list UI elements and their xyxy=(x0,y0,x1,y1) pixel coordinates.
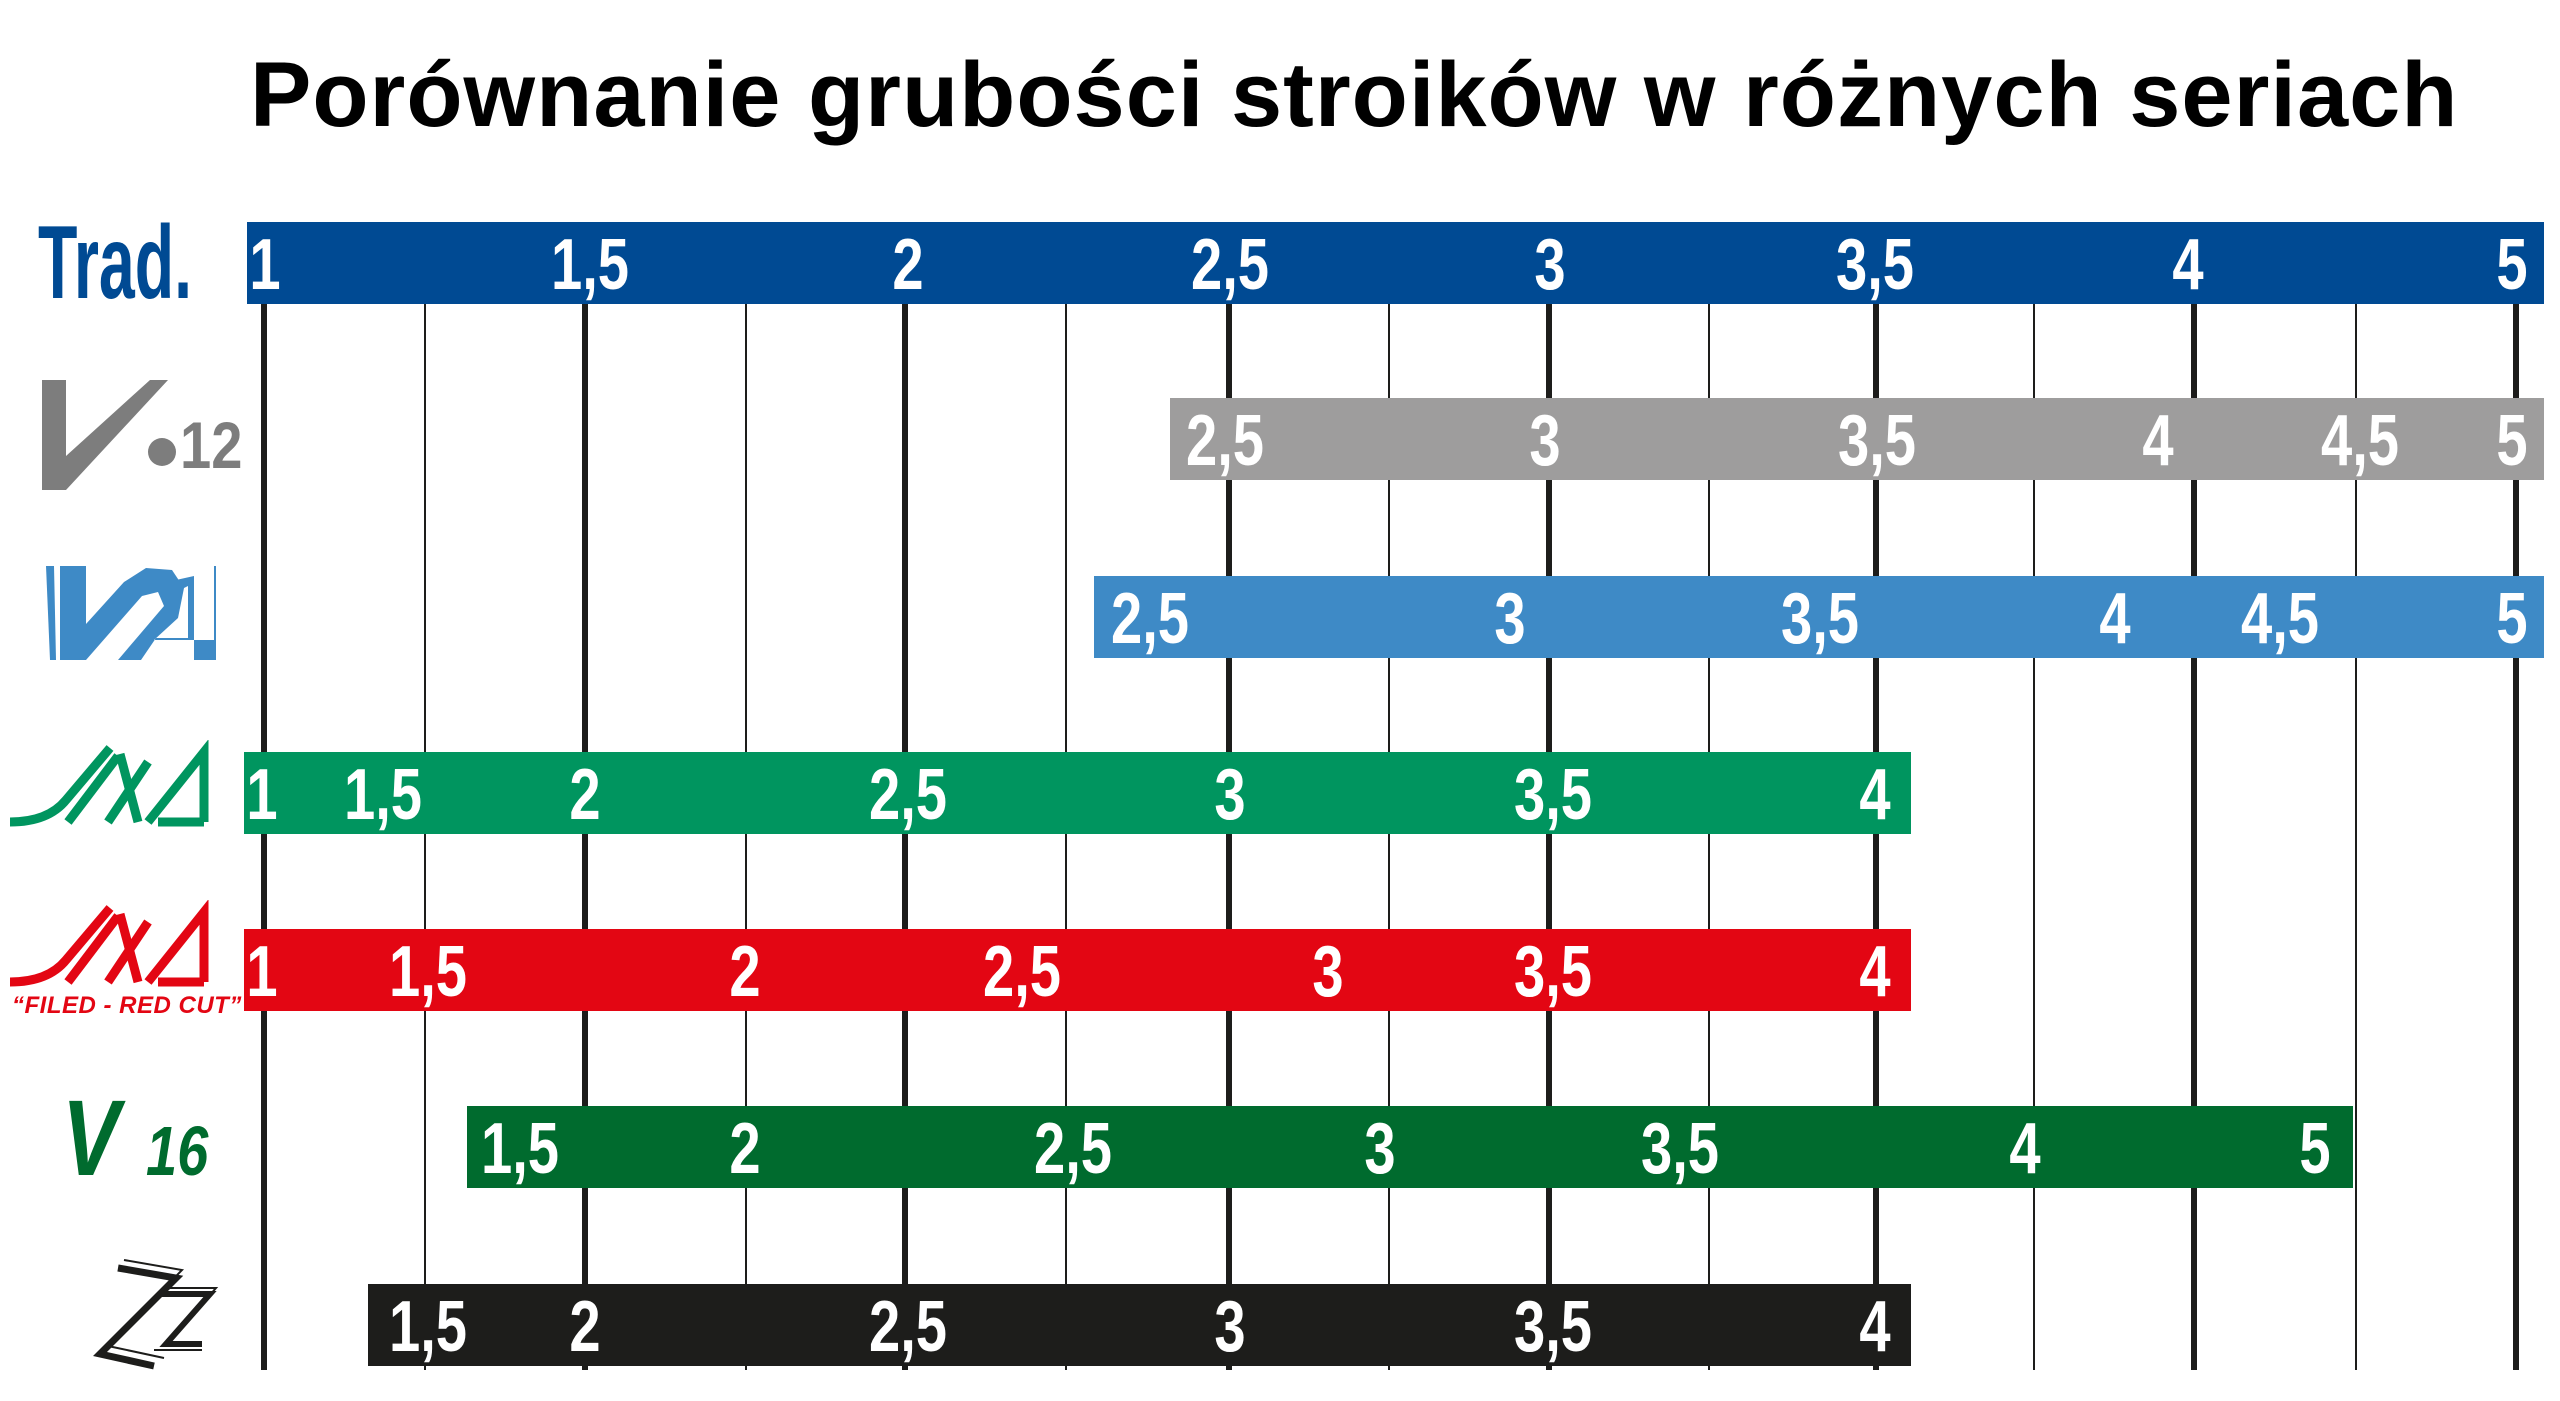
logo-v21 xyxy=(46,558,221,668)
bar-zz: 1,5 2 2,5 3 3,5 4 xyxy=(368,1284,1911,1367)
logo-v12: 12 xyxy=(40,378,242,498)
bar-value-label: 4 xyxy=(2142,401,2174,481)
bar-value-label: 3,5 xyxy=(1640,1109,1720,1189)
bar-v16: 1,5 2 2,5 3 3,5 4 5 xyxy=(467,1106,2353,1189)
logo-trad: Trad. xyxy=(38,208,287,318)
bar-value-label: 2,5 xyxy=(1185,401,1265,481)
logo-v16: V 16 xyxy=(62,1084,222,1192)
bar-value-label: 3 xyxy=(1529,401,1561,481)
gridline xyxy=(1226,300,1232,1370)
bar-value-label: 2 xyxy=(569,1287,601,1367)
logo-trad-text: Trad. xyxy=(38,205,193,321)
gridline xyxy=(424,300,426,1370)
bar-value-label: 3,5 xyxy=(1513,932,1593,1012)
bar-value-label: 4 xyxy=(1859,1287,1891,1367)
logo-v12-num: 12 xyxy=(180,408,243,482)
gridline xyxy=(1546,300,1552,1370)
java-red-logo-icon xyxy=(9,899,209,987)
bar-value-label: 3 xyxy=(1494,579,1526,659)
bar-value-label: 4 xyxy=(2099,579,2131,659)
logo-zz xyxy=(84,1256,219,1371)
bar-trad: 1 1,5 2 2,5 3 3,5 4 5 xyxy=(247,222,2544,305)
gridline xyxy=(745,300,747,1370)
zz-logo-icon xyxy=(93,1259,219,1370)
bar-value-label: 4,5 xyxy=(2320,401,2400,481)
bar-value-label: 5 xyxy=(2496,225,2528,305)
bar-value-label: 3,5 xyxy=(1513,1287,1593,1367)
bar-value-label: 4 xyxy=(1859,932,1891,1012)
bar-value-label: 2 xyxy=(729,932,761,1012)
bar-value-label: 4,5 xyxy=(2240,579,2320,659)
bar-value-label: 2,5 xyxy=(868,755,948,835)
bar-value-label: 1 xyxy=(246,932,278,1012)
java-logo-icon xyxy=(9,739,209,827)
bar-value-label: 1 xyxy=(246,755,278,835)
bar-value-label: 3 xyxy=(1214,755,1246,835)
chart-title: Porównanie grubości stroików w różnych s… xyxy=(250,44,2459,146)
bar-java_red: 1 1,5 2 2,5 3 3,5 4 xyxy=(244,929,1911,1012)
bar-value-label: 2,5 xyxy=(1110,579,1190,659)
bar-value-label: 5 xyxy=(2496,401,2528,481)
bar-value-label: 5 xyxy=(2299,1109,2331,1189)
bar-value-label: 2,5 xyxy=(1033,1109,1113,1189)
bar-value-label: 2,5 xyxy=(982,932,1062,1012)
v21-logo-icon xyxy=(46,566,216,660)
logo-java xyxy=(8,739,223,830)
bar-value-label: 3,5 xyxy=(1780,579,1860,659)
v12-v-icon xyxy=(42,380,176,490)
gridline xyxy=(2513,300,2519,1370)
bar-value-label: 4 xyxy=(2172,225,2204,305)
bar-value-label: 4 xyxy=(2009,1109,2041,1189)
logo-java-red: “FILED - RED CUT” xyxy=(8,899,241,1030)
logo-v16-num: 16 xyxy=(146,1112,209,1190)
bar-value-label: 1,5 xyxy=(388,932,468,1012)
bar-value-label: 1,5 xyxy=(388,1287,468,1367)
bar-value-label: 3 xyxy=(1214,1287,1246,1367)
bar-value-label: 2,5 xyxy=(868,1287,948,1367)
bar-value-label: 3,5 xyxy=(1837,401,1917,481)
gridline xyxy=(1873,300,1879,1370)
gridline xyxy=(2355,300,2357,1370)
bar-java: 1 1,5 2 2,5 3 3,5 4 xyxy=(244,752,1911,835)
gridline xyxy=(2033,300,2035,1370)
bar-value-label: 1,5 xyxy=(343,755,423,835)
gridline xyxy=(1065,300,1067,1370)
gridline xyxy=(582,300,588,1370)
gridline xyxy=(1388,300,1390,1370)
bar-value-label: 2 xyxy=(569,755,601,835)
gridline xyxy=(261,300,267,1370)
gridline xyxy=(1708,300,1710,1370)
bar-value-label: 1,5 xyxy=(550,225,630,305)
bar-value-label: 1,5 xyxy=(480,1109,560,1189)
bar-value-label: 3,5 xyxy=(1513,755,1593,835)
logo-v16-v: V xyxy=(62,1077,120,1198)
bar-value-label: 4 xyxy=(1859,755,1891,835)
bar-value-label: 3 xyxy=(1312,932,1344,1012)
gridline xyxy=(902,300,908,1370)
bar-v21: 2,5 3 3,5 4 4,5 5 xyxy=(1094,576,2544,659)
bar-v12: 2,5 3 3,5 4 4,5 5 xyxy=(1170,398,2544,481)
gridline xyxy=(2191,300,2197,1370)
bar-value-label: 3 xyxy=(1534,225,1566,305)
bar-value-label: 2 xyxy=(729,1109,761,1189)
bar-value-label: 5 xyxy=(2496,579,2528,659)
bar-value-label: 3,5 xyxy=(1835,225,1915,305)
bar-value-label: 2 xyxy=(892,225,924,305)
bar-value-label: 1 xyxy=(249,225,281,305)
bar-value-label: 3 xyxy=(1364,1109,1396,1189)
bar-value-label: 2,5 xyxy=(1190,225,1270,305)
logo-java-red-subtitle: “FILED - RED CUT” xyxy=(12,992,242,1019)
